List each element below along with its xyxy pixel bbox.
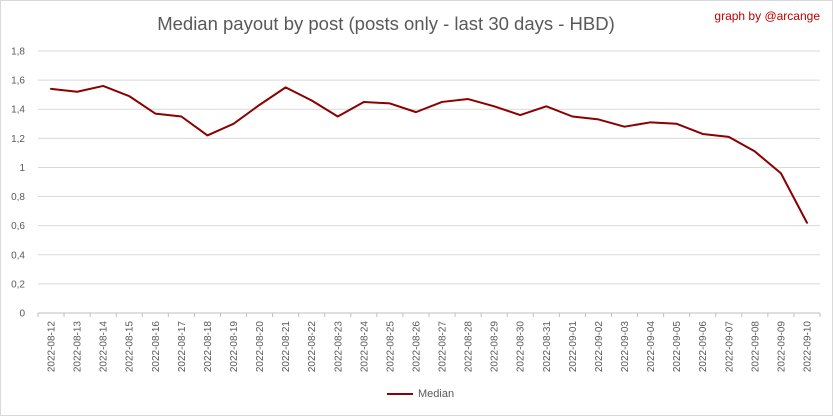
x-tick-label: 2022-08-28 [464, 321, 475, 373]
data-point [702, 133, 704, 135]
x-tick-label: 2022-08-25 [385, 321, 396, 373]
x-tick-label: 2022-08-24 [359, 321, 370, 373]
x-tick-label: 2022-08-14 [99, 321, 110, 373]
data-point [363, 101, 365, 103]
data-point [467, 98, 469, 100]
x-tick-label: 2022-08-12 [47, 321, 58, 373]
data-point [650, 121, 652, 123]
x-tick-label: 2022-09-04 [646, 321, 657, 373]
data-point [806, 222, 808, 224]
x-tick-label: 2022-09-03 [620, 321, 631, 373]
legend-swatch-median [387, 393, 413, 395]
data-point [285, 86, 287, 88]
y-axis-ticks: 0 0,2 0,4 0,6 0,8 1 1,2 1,4 1,6 1,8 [11, 47, 25, 320]
legend: Median [387, 388, 454, 400]
x-tick-label: 2022-08-29 [490, 321, 501, 373]
y-tick-label: 1,8 [11, 47, 25, 58]
data-point [728, 136, 730, 138]
data-point [206, 134, 208, 136]
data-point [259, 104, 261, 106]
x-tick-label: 2022-08-21 [281, 321, 292, 373]
x-tick-label: 2022-09-02 [594, 321, 605, 373]
x-tick-label: 2022-09-09 [776, 321, 787, 373]
data-point [493, 105, 495, 107]
chart-title: Median payout by post (posts only - last… [157, 13, 615, 34]
x-tick-label: 2022-08-20 [255, 321, 266, 373]
x-tick-label: 2022-08-19 [229, 321, 240, 373]
x-tick-label: 2022-08-26 [411, 321, 422, 373]
data-point [311, 99, 313, 101]
data-point [180, 116, 182, 118]
chart-credit: graph by @arcange [714, 9, 820, 23]
series-line-median [50, 84, 808, 224]
data-point [337, 116, 339, 118]
data-point [102, 85, 104, 87]
data-point [233, 123, 235, 125]
x-tick-label: 2022-09-01 [568, 321, 579, 373]
x-axis-tick-marks [37, 313, 821, 317]
legend-label-median: Median [418, 388, 455, 400]
x-tick-label: 2022-09-10 [802, 321, 813, 373]
y-tick-label: 1,2 [11, 134, 25, 145]
data-point [76, 91, 78, 93]
x-tick-label: 2022-08-22 [307, 321, 318, 373]
y-tick-label: 1 [19, 163, 25, 174]
x-tick-label: 2022-08-23 [333, 321, 344, 373]
data-point [624, 126, 626, 128]
x-tick-label: 2022-08-30 [516, 321, 527, 373]
data-point [441, 101, 443, 103]
data-point [128, 95, 130, 97]
data-point [754, 150, 756, 152]
x-tick-label: 2022-08-15 [125, 321, 136, 373]
x-tick-label: 2022-08-13 [73, 321, 84, 373]
x-tick-label: 2022-08-18 [203, 321, 214, 373]
x-tick-label: 2022-08-17 [177, 321, 188, 373]
y-tick-label: 0,2 [11, 279, 25, 290]
x-tick-label: 2022-08-16 [151, 321, 162, 373]
data-point [415, 111, 417, 113]
y-tick-label: 0 [19, 309, 25, 320]
data-point [780, 172, 782, 174]
data-point [597, 118, 599, 120]
x-axis-ticks: 2022-08-12 2022-08-13 2022-08-14 2022-08-15… [47, 321, 814, 373]
x-tick-label: 2022-09-08 [750, 321, 761, 373]
data-point [545, 105, 547, 107]
gridlines [38, 50, 820, 314]
data-point [154, 113, 156, 115]
y-tick-label: 1,6 [11, 76, 25, 87]
y-tick-label: 0,8 [11, 192, 25, 203]
x-tick-label: 2022-09-06 [698, 321, 709, 373]
data-point [676, 123, 678, 125]
data-point [519, 114, 521, 116]
data-point [50, 88, 52, 90]
x-tick-label: 2022-08-27 [438, 321, 449, 373]
x-tick-label: 2022-09-07 [724, 321, 735, 373]
y-tick-label: 0,4 [11, 250, 25, 261]
y-tick-label: 0,6 [11, 221, 25, 232]
series-group [50, 84, 808, 224]
x-tick-label: 2022-09-05 [672, 321, 683, 373]
x-tick-label: 2022-08-31 [542, 321, 553, 373]
data-point [389, 102, 391, 104]
data-point [571, 116, 573, 118]
y-tick-label: 1,4 [11, 105, 25, 116]
